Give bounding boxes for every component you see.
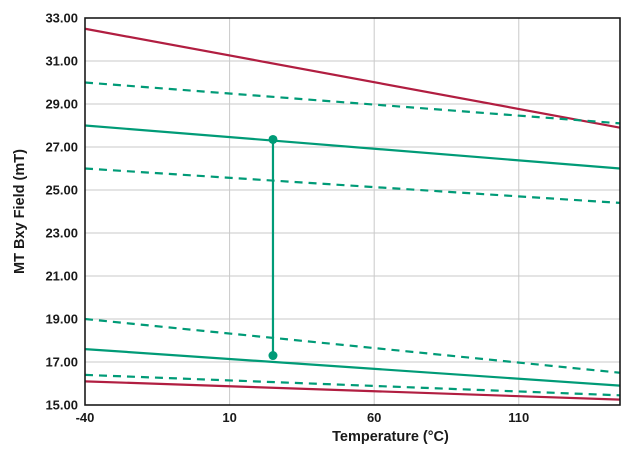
- series-layer: [84, 27, 621, 401]
- x-tick-label: 60: [367, 410, 381, 425]
- series-green-upper-max-dashed: [84, 81, 621, 125]
- y-tick-label: 21.00: [45, 269, 78, 284]
- tick-labels-layer: 15.00 17.00 19.00 21.00 23.00 25.00 27.00 29.00…: [45, 11, 529, 426]
- series-red-lower-solid: [84, 380, 621, 401]
- y-tick-label: 23.00: [45, 226, 78, 241]
- y-tick-label: 25.00: [45, 183, 78, 198]
- series-green-lower-min-dashed: [84, 373, 621, 397]
- series-green-lower-max-dashed: [84, 317, 621, 374]
- y-tick-label: 27.00: [45, 140, 78, 155]
- range-marker-top-dot: [268, 134, 278, 144]
- x-axis-label: Temperature (°C): [332, 429, 449, 445]
- series-green-lower-typ-solid: [84, 348, 621, 387]
- x-tick-label: 10: [222, 410, 236, 425]
- x-tick-label: 110: [508, 410, 529, 425]
- y-tick-label: 15.00: [45, 398, 78, 413]
- series-green-upper-typ-solid: [84, 124, 621, 170]
- range-marker-layer: [268, 134, 278, 361]
- range-marker-bottom-dot: [268, 351, 278, 361]
- series-green-upper-min-dashed: [84, 167, 621, 204]
- y-tick-label: 17.00: [45, 355, 78, 370]
- y-tick-label: 33.00: [45, 11, 78, 26]
- series-red-upper-solid: [84, 27, 621, 129]
- y-axis-label: MT Bxy Field (mT): [12, 149, 28, 274]
- y-tick-label: 29.00: [45, 97, 78, 112]
- x-tick-label: -40: [76, 410, 95, 425]
- y-tick-label: 31.00: [45, 54, 78, 69]
- y-tick-label: 19.00: [45, 312, 78, 327]
- plot-border: [84, 17, 621, 406]
